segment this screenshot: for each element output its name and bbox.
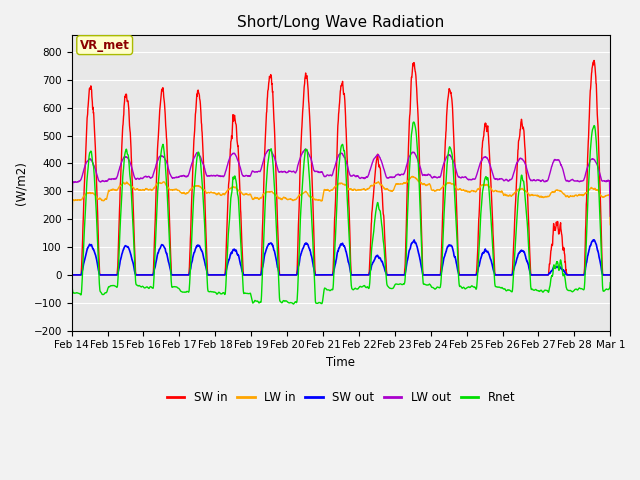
Rnet bbox=[289, 301, 297, 307]
X-axis label: Time: Time bbox=[326, 356, 355, 369]
LW in bbox=[408, 173, 416, 179]
Line: LW out: LW out bbox=[72, 149, 611, 228]
Line: SW in: SW in bbox=[72, 60, 611, 275]
Title: Short/Long Wave Radiation: Short/Long Wave Radiation bbox=[237, 15, 445, 30]
SW in bbox=[368, 209, 376, 215]
LW in bbox=[68, 234, 76, 240]
SW out bbox=[573, 272, 581, 278]
Rnet bbox=[607, 280, 614, 286]
LW in bbox=[559, 191, 566, 196]
SW out bbox=[356, 272, 364, 278]
SW out bbox=[607, 272, 614, 278]
LW out bbox=[218, 173, 226, 179]
Text: VR_met: VR_met bbox=[80, 38, 130, 52]
Rnet bbox=[574, 287, 582, 292]
LW out bbox=[607, 213, 614, 219]
Line: LW in: LW in bbox=[72, 176, 611, 237]
Line: SW out: SW out bbox=[72, 240, 611, 275]
LW in bbox=[607, 222, 614, 228]
LW in bbox=[574, 193, 582, 199]
SW in bbox=[68, 272, 76, 278]
SW in bbox=[497, 272, 505, 278]
SW out bbox=[68, 272, 76, 278]
LW out bbox=[498, 176, 506, 181]
SW in bbox=[590, 58, 598, 63]
SW out bbox=[559, 267, 566, 273]
SW out bbox=[218, 272, 226, 278]
LW in bbox=[218, 192, 226, 198]
Rnet bbox=[410, 119, 417, 125]
SW out bbox=[368, 262, 376, 267]
Line: Rnet: Rnet bbox=[72, 122, 611, 304]
SW in bbox=[607, 272, 614, 278]
SW out bbox=[497, 272, 505, 278]
LW in bbox=[356, 187, 364, 193]
Rnet bbox=[218, 291, 226, 297]
SW in bbox=[218, 272, 226, 278]
LW out bbox=[356, 175, 364, 181]
LW in bbox=[498, 188, 506, 194]
SW out bbox=[590, 237, 598, 243]
LW out bbox=[68, 225, 76, 231]
Rnet bbox=[68, 277, 76, 283]
LW out bbox=[369, 160, 376, 166]
LW out bbox=[574, 178, 582, 183]
LW out bbox=[302, 146, 310, 152]
Legend: SW in, LW in, SW out, LW out, Rnet: SW in, LW in, SW out, LW out, Rnet bbox=[162, 387, 520, 409]
LW in bbox=[368, 183, 376, 189]
LW out bbox=[559, 167, 566, 172]
Rnet bbox=[369, 240, 376, 246]
SW in bbox=[356, 272, 364, 278]
Rnet bbox=[498, 285, 506, 290]
SW in bbox=[559, 243, 566, 249]
Rnet bbox=[356, 284, 364, 289]
Y-axis label: (W/m2): (W/m2) bbox=[15, 161, 28, 205]
Rnet bbox=[559, 273, 567, 279]
SW in bbox=[573, 272, 581, 278]
